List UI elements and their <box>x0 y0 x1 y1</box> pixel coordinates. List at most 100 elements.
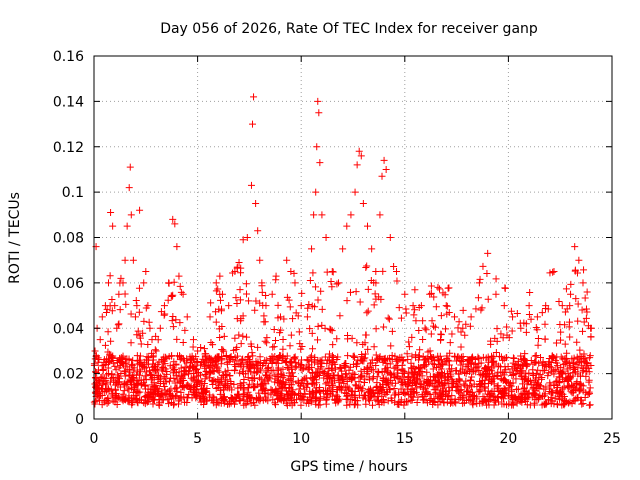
data-point-fill <box>439 387 447 395</box>
data-point-fill <box>200 386 208 394</box>
data-point-fill <box>170 366 178 374</box>
data-point <box>550 268 558 276</box>
data-point-fill <box>443 354 451 362</box>
data-point-fill <box>105 358 113 366</box>
data-point-fill <box>103 305 111 313</box>
data-point-fill <box>453 357 461 365</box>
data-point-fill <box>126 378 134 386</box>
data-point-fill <box>508 391 516 399</box>
data-point-fill <box>215 381 223 389</box>
data-point <box>115 290 123 298</box>
data-point-fill <box>480 384 488 392</box>
data-point-fill <box>460 399 468 407</box>
data-point-fill <box>245 384 253 392</box>
data-point-fill <box>482 396 490 404</box>
data-point-fill <box>361 350 369 358</box>
data-point-fill <box>286 342 294 350</box>
data-point-fill <box>578 362 586 370</box>
data-point-fill <box>494 372 502 380</box>
x-tick-labels: 0 5 10 15 20 25 <box>90 431 621 447</box>
data-point <box>571 243 579 251</box>
data-point <box>91 347 99 355</box>
data-point-fill <box>252 368 260 376</box>
data-point-fill <box>534 335 542 343</box>
data-point-fill <box>126 368 134 376</box>
data-point-fill <box>358 371 366 379</box>
data-point-fill <box>91 355 99 363</box>
data-point-fill <box>242 280 250 288</box>
data-point-fill <box>259 361 267 369</box>
data-point <box>442 302 450 310</box>
data-point-fill <box>541 335 549 343</box>
data-point <box>558 302 566 310</box>
data-point-fill <box>178 354 186 362</box>
data-point-fill <box>290 355 298 363</box>
data-point-fill <box>361 354 369 362</box>
data-point-fill <box>108 353 115 361</box>
data-point-fill <box>372 396 380 404</box>
data-point-fill <box>248 349 256 357</box>
data-point-fill <box>143 398 151 406</box>
data-point-fill <box>568 355 576 363</box>
data-point-fill <box>374 367 382 375</box>
data-point-fill <box>307 398 315 406</box>
data-point-fill <box>124 385 132 393</box>
data-point <box>525 302 533 310</box>
data-point-fill <box>441 379 449 387</box>
data-point-fill <box>170 367 178 375</box>
data-point-fill <box>513 385 521 393</box>
data-point-fill <box>532 352 540 360</box>
data-point-fill <box>513 365 521 373</box>
data-point-fill <box>128 360 136 368</box>
data-point-fill <box>416 346 424 354</box>
data-point-fill <box>218 305 226 313</box>
data-point-fill <box>545 354 553 362</box>
data-point <box>347 211 355 219</box>
x-tick-label: 20 <box>499 431 517 447</box>
data-point-fill <box>306 276 314 284</box>
data-point-fill <box>293 396 301 404</box>
data-point-fill <box>153 372 161 380</box>
data-point-fill <box>129 374 137 382</box>
data-point-fill <box>386 360 394 368</box>
data-point-fill <box>290 391 298 399</box>
data-point-fill <box>322 380 330 388</box>
data-point-fill <box>554 384 562 392</box>
data-point-fill <box>445 365 453 373</box>
data-point-fill <box>271 371 279 379</box>
data-point-fill <box>191 365 199 373</box>
data-point-fill <box>174 352 182 360</box>
data-point-fill <box>567 280 575 288</box>
data-point <box>509 313 517 321</box>
data-point-fill <box>372 279 380 287</box>
data-point <box>314 97 322 105</box>
data-point-fill <box>169 323 177 331</box>
data-point-fill <box>517 368 525 376</box>
data-point-fill <box>540 366 548 374</box>
data-point-fill <box>154 336 162 344</box>
data-point-fill <box>235 397 243 405</box>
data-point-fill <box>410 311 418 319</box>
data-point-fill <box>141 382 149 390</box>
data-point-fill <box>156 375 164 383</box>
data-point-fill <box>557 388 565 396</box>
data-point-fill <box>424 377 432 385</box>
data-point-fill <box>474 363 482 371</box>
data-point-fill <box>379 376 387 384</box>
data-point <box>318 211 326 219</box>
data-point-fill <box>155 398 163 406</box>
data-point <box>308 245 316 253</box>
data-point-fill <box>395 304 403 312</box>
data-point-fill <box>91 374 99 382</box>
data-point-fill <box>318 305 326 313</box>
data-point-fill <box>486 392 494 400</box>
data-point-fill <box>177 288 185 296</box>
data-point-fill <box>104 364 112 372</box>
data-point-fill <box>284 375 292 383</box>
data-point-fill <box>91 400 99 408</box>
data-point <box>287 268 295 276</box>
data-point-fill <box>191 377 199 385</box>
data-point-fill <box>502 354 510 362</box>
data-point-fill <box>549 268 557 276</box>
data-point-fill <box>308 368 316 376</box>
